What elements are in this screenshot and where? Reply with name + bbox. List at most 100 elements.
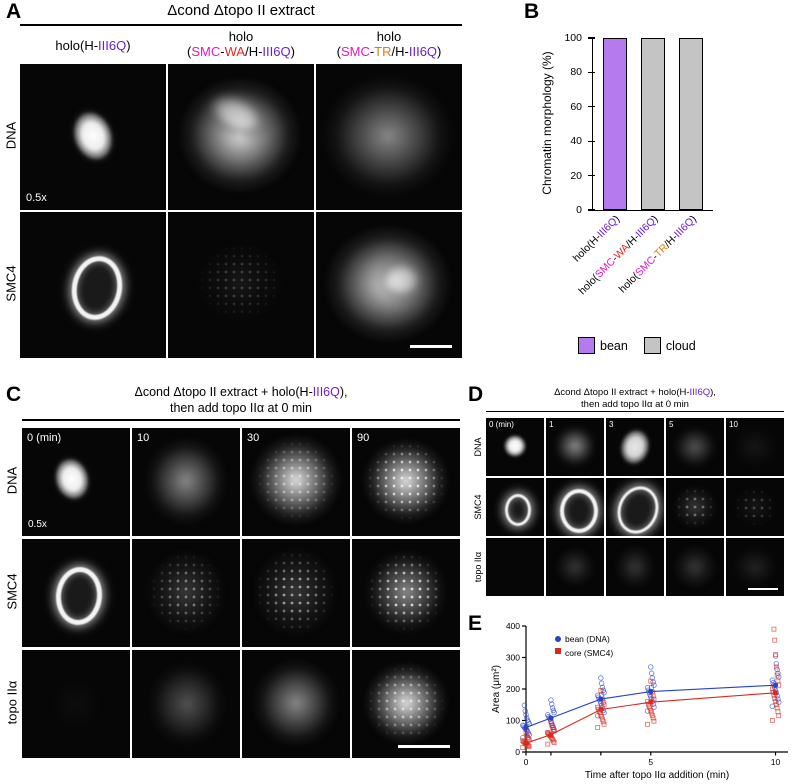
col2-header-line1: holo — [168, 29, 314, 44]
panel-d-title-line1: Δcond Δtopo II extract + holo(H-III6Q), — [486, 387, 784, 398]
chromatin-blob — [256, 551, 334, 633]
text-segment: - — [369, 44, 375, 59]
legend-core-smc4: core (SMC4) — [565, 648, 613, 658]
legend-bean-dna: bean (DNA) — [565, 634, 610, 644]
panel-d-title-line2: then add topo IIα at 0 min — [581, 399, 689, 410]
chromatin-blob — [256, 440, 336, 520]
micrograph-a-dna-smcwa — [168, 64, 314, 210]
y-tick-label: 400 — [506, 621, 520, 631]
chromatin-blob — [61, 99, 125, 173]
text-segment: holo — [376, 29, 402, 44]
panel-c-row-label-topo: topo IIα — [4, 680, 20, 725]
panel-a-row-label-dna: DNA — [3, 121, 19, 150]
time-label-c-10: 10 — [137, 432, 150, 444]
micrograph-a-smc4-smctr — [316, 212, 462, 358]
chromatin-blob — [46, 674, 106, 734]
panel-a-title-rule — [20, 24, 462, 27]
chromatin-blob — [252, 658, 340, 748]
chromatin-blob — [66, 252, 128, 324]
y-tick-mark — [588, 175, 595, 177]
y-tick-label: 20 — [570, 169, 582, 182]
y-tick-label: 40 — [570, 135, 582, 148]
panel-b-y-ticks: 0 20 40 60 80 100 — [558, 32, 595, 216]
time-label-d-0: 0 (min) — [489, 420, 514, 429]
time-label-d-10: 10 — [729, 420, 738, 429]
y-tick-label: 100 — [564, 32, 582, 44]
chromatin-blob — [502, 433, 528, 459]
panel-c-title-line1: Δcond Δtopo II extract + holo(H-III6Q), — [22, 385, 460, 399]
scale-bar-d — [748, 587, 778, 590]
micrograph-c-topo-10 — [132, 650, 240, 758]
text-segment: III6Q — [262, 44, 291, 59]
panel-e-label: E — [468, 612, 483, 635]
chromatin-blob — [610, 480, 664, 536]
panel-d-row-label-dna: DNA — [473, 437, 483, 457]
text-segment: III6Q — [312, 385, 340, 399]
micrograph-d-dna-10: 10 — [726, 418, 784, 476]
panel-a-col2-header: holo (SMC-WA/H-III6Q) — [168, 29, 314, 59]
chromatin-blob — [198, 244, 282, 320]
text-segment: ) — [437, 44, 442, 59]
morphology-bar-1 — [641, 38, 665, 210]
chromatin-blob — [250, 434, 342, 526]
panel-d-title-rule — [486, 411, 784, 413]
micrograph-d-topo-0 — [486, 538, 544, 596]
panel-b-label: B — [524, 0, 540, 23]
x-tick-label: 0 — [524, 757, 529, 767]
micrograph-c-smc4-90 — [352, 539, 460, 647]
scale-bar-c — [398, 744, 450, 748]
micrograph-c-dna-10: 10 — [132, 428, 240, 536]
chromatin-blob — [366, 442, 446, 520]
panel-c-title-line2: then add topo IIα at 0 min — [169, 401, 313, 415]
panel-a-col3-header: holo (SMC-TR/H-III6Q) — [316, 29, 462, 59]
micrograph-c-topo-30 — [242, 650, 350, 758]
y-tick-mark — [588, 37, 595, 39]
micrograph-d-smc4-10 — [726, 478, 784, 536]
scale-note-a: 0.5x — [26, 192, 47, 204]
chromatin-blob — [367, 665, 445, 741]
chromatin-blob — [673, 545, 717, 589]
micrograph-c-dna-90: 90 — [352, 428, 460, 536]
micrograph-d-dna-1: 1 — [546, 418, 604, 476]
y-tick-label: 0 — [576, 204, 582, 216]
y-tick-mark — [588, 106, 595, 108]
text-segment: SMC — [340, 44, 370, 59]
chromatin-blob — [673, 485, 717, 529]
chromatin-blob — [731, 425, 779, 469]
text-segment: ( — [187, 44, 192, 59]
legend-item-bean: bean — [578, 337, 628, 354]
chromatin-blob — [672, 425, 718, 469]
chromatin-blob — [555, 547, 595, 587]
chromatin-blob — [46, 449, 98, 509]
chromatin-blob — [150, 553, 222, 631]
chromatin-blob — [560, 489, 598, 533]
chromatin-blob — [505, 494, 531, 526]
micrograph-a-smc4-smcwa — [168, 212, 314, 358]
y-tick-mark — [588, 209, 595, 211]
chromatin-blob — [146, 549, 226, 635]
chromatin-blob — [376, 258, 426, 302]
legend-swatch — [643, 337, 661, 354]
micrograph-d-topo-1 — [546, 538, 604, 596]
panel-d-row-label-topo: topo IIα — [473, 551, 483, 583]
text-segment: ), — [339, 385, 348, 399]
panel-c-row-label-dna: DNA — [4, 466, 20, 495]
text-segment: III6Q — [98, 38, 127, 53]
micrograph-c-smc4-0 — [22, 539, 130, 647]
text-segment: III6Q — [408, 44, 438, 59]
micrograph-d-topo-10 — [726, 538, 784, 596]
y-tick-mark — [588, 140, 595, 142]
panel-b-category-labels: holo(H-III6Q) holo(SMC-WA/H-III6Q) holo(SM… — [571, 213, 712, 338]
text-segment: ( — [336, 44, 341, 59]
text-segment: Δcond Δtopo II extract + holo(H- — [134, 385, 313, 399]
y-tick-label: 60 — [570, 100, 582, 113]
text-segment: III6Q — [689, 387, 711, 398]
category-label-2: holo(SMC-TR/H-III6Q) — [616, 213, 698, 295]
text-segment: TR — [374, 44, 392, 59]
y-tick-label: 200 — [506, 684, 520, 694]
legend-label: cloud — [665, 338, 696, 353]
panel-b-bar-chart — [592, 38, 713, 211]
chromatin-blob — [53, 565, 105, 627]
micrograph-c-smc4-10 — [132, 539, 240, 647]
chromatin-blob — [146, 660, 228, 748]
